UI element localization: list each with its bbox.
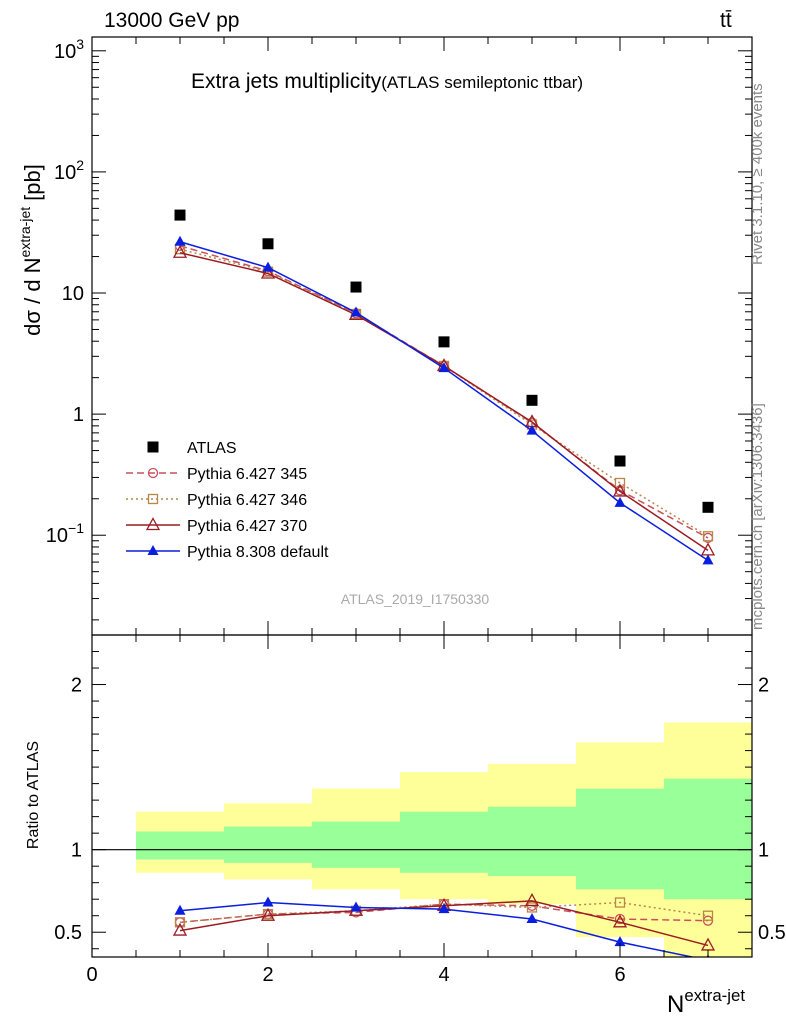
data-point — [350, 306, 362, 317]
band-inner — [576, 788, 664, 890]
legend-marker — [145, 517, 161, 531]
legend-label: ATLAS — [187, 440, 237, 457]
ratio-y-axis-label: Ratio to ATLAS — [25, 741, 42, 849]
data-point — [438, 336, 450, 348]
x-tick-label: 6 — [614, 964, 625, 986]
ratio-y-tick-label-right: 1 — [758, 840, 769, 862]
legend-marker — [147, 441, 159, 453]
legend-label: Pythia 6.427 346 — [187, 492, 307, 509]
legend-label: Pythia 6.427 345 — [187, 466, 307, 483]
mcplots-label: mcplots.cern.ch [arXiv:1306.3436] — [749, 403, 766, 630]
ratio-point — [350, 901, 362, 912]
x-tick-label: 2 — [262, 964, 273, 986]
header-left: 13000 GeV pp — [104, 9, 239, 32]
data-point — [702, 501, 714, 513]
x-tick-label: 0 — [86, 964, 97, 986]
ratio-y-tick-label: 2 — [71, 675, 82, 697]
y-tick-label: 10 — [62, 283, 84, 305]
uncertainty-bands — [136, 722, 752, 957]
ratio-y-tick-label: 1 — [71, 840, 82, 862]
data-point — [614, 496, 626, 507]
band-inner — [664, 778, 752, 900]
x-axis-label: Nextra-jet — [667, 986, 745, 1018]
y-tick-label: 10−1 — [46, 520, 84, 547]
data-point — [174, 209, 186, 221]
ratio-point — [262, 896, 274, 907]
legend-item: ATLAS — [147, 440, 237, 457]
data-point — [614, 455, 626, 467]
main-panel: 10−1 1 10 102 103 Extra jets multiplicity(ATL… — [17, 36, 753, 636]
ratio-point — [526, 913, 538, 924]
data-point — [700, 542, 716, 556]
x-tick-label: 4 — [438, 964, 449, 986]
legend-label: Pythia 8.308 default — [187, 544, 329, 561]
data-point — [438, 362, 450, 373]
ratio-y-tick-label-right: 2 — [758, 675, 769, 697]
ratio-point — [172, 922, 188, 936]
ratio-frame — [91, 634, 753, 958]
data-point — [350, 281, 362, 293]
band-inner — [312, 821, 400, 868]
ratio-point — [260, 907, 276, 921]
ratio-line — [179, 901, 709, 924]
data-point — [526, 424, 538, 435]
data-point — [612, 483, 628, 497]
series-atlas — [174, 209, 714, 513]
y-axis-label: dσ / d Nextra-jet[pb] — [17, 164, 45, 336]
y-tick-label: 103 — [54, 36, 84, 63]
y-tick-label: 1 — [73, 404, 84, 426]
ratio-point — [614, 936, 626, 947]
legend-item: Pythia 6.427 370 — [126, 517, 307, 535]
ratio-point — [614, 897, 626, 908]
ratio-point — [526, 902, 538, 913]
watermark: ATLAS_2019_I1750330 — [341, 591, 490, 607]
rivet-label: Rivet 3.1.10, ≥ 400k events — [749, 83, 766, 265]
data-point — [262, 238, 274, 250]
ratio-point — [174, 904, 186, 915]
data-point — [172, 244, 188, 258]
legend-item: Pythia 6.427 346 — [126, 492, 307, 509]
legend-marker — [147, 545, 159, 555]
data-point — [526, 394, 538, 406]
ratio-point — [438, 903, 450, 914]
legend-item: Pythia 6.427 345 — [126, 466, 307, 483]
ratio-series-pythia-8-308-default — [174, 896, 710, 957]
data-point — [174, 235, 186, 246]
band-inner — [488, 806, 576, 877]
legend-marker — [147, 493, 159, 505]
series-line — [179, 241, 709, 561]
legend-item: Pythia 8.308 default — [126, 544, 329, 561]
ratio-panel: 0.5 0.5 1 1 2 2 0 2 4 6 Ratio to ATLAS Nextra-jet — [25, 634, 786, 1018]
data-point — [702, 531, 714, 542]
chart-title: Extra jets multiplicity(ATLAS semilepton… — [191, 70, 583, 93]
legend-label: Pythia 6.427 370 — [187, 518, 307, 535]
band-inner — [136, 831, 224, 860]
legend: ATLAS Pythia 6.427 345 Pythia 6.427 346 Pyt… — [126, 440, 329, 561]
data-point — [702, 554, 714, 565]
header-right: tt̄ — [720, 9, 732, 32]
ratio-point — [174, 917, 186, 928]
ratio-y-tick-label-right: 0.5 — [758, 922, 786, 944]
data-point — [614, 477, 626, 489]
ratio-point — [524, 892, 540, 907]
data-point — [260, 265, 276, 279]
band-inner — [400, 811, 488, 873]
y-tick-label: 102 — [54, 157, 84, 184]
ratio-point — [700, 937, 716, 951]
series-pythia-8-308-default — [174, 235, 714, 565]
band-inner — [224, 826, 312, 863]
legend-marker — [147, 467, 159, 479]
ratio-y-tick-label: 0.5 — [54, 922, 82, 944]
data-point — [262, 261, 274, 272]
ratio-point — [612, 914, 628, 928]
ratio-point — [702, 910, 714, 921]
